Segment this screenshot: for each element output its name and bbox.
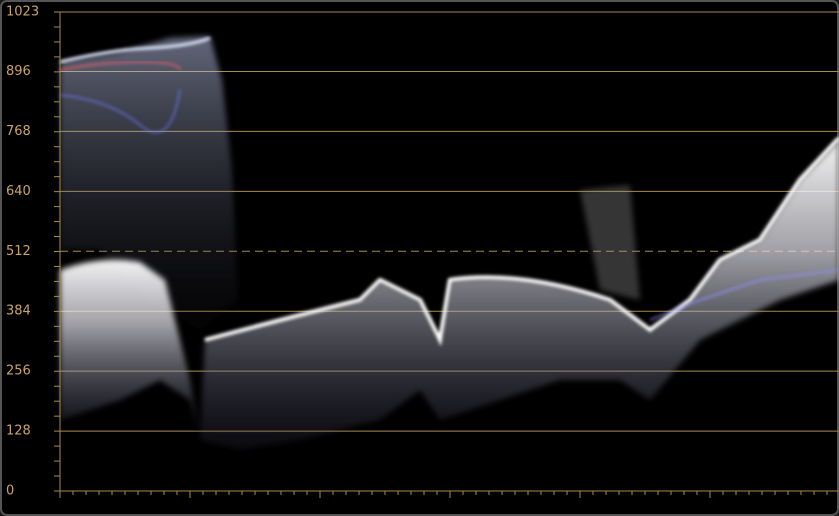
y-tick-label: 512 bbox=[6, 244, 31, 259]
y-tick-label: 640 bbox=[6, 184, 31, 199]
y-tick-label: 384 bbox=[6, 304, 31, 319]
axis: 0 128 256 384 512 640 768 896 1023 bbox=[6, 5, 839, 499]
y-tick-label: 896 bbox=[6, 64, 31, 79]
y-tick-label: 256 bbox=[6, 364, 31, 379]
y-tick-label: 128 bbox=[6, 424, 31, 439]
waveform-trace bbox=[59, 36, 839, 450]
y-tick-label: 768 bbox=[6, 124, 31, 139]
y-tick-label: 0 bbox=[6, 484, 14, 499]
y-tick-label: 1023 bbox=[6, 5, 39, 20]
